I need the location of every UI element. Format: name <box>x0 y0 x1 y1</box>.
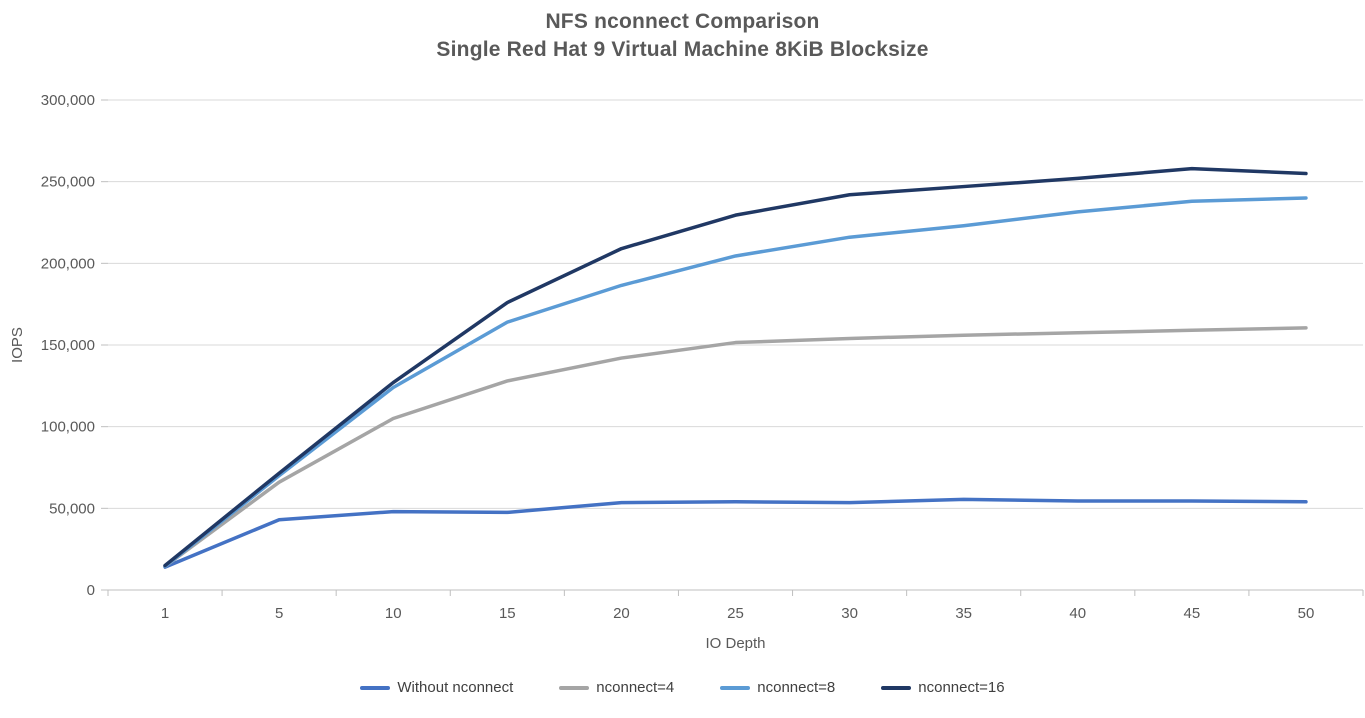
x-axis-title: IO Depth <box>705 635 765 652</box>
x-tick-label: 5 <box>275 605 283 622</box>
x-tick-label: 35 <box>955 605 972 622</box>
chart-subtitle: Single Red Hat 9 Virtual Machine 8KiB Bl… <box>436 37 929 61</box>
series-line-nconnect-16 <box>163 166 1308 568</box>
x-tick-label: 25 <box>727 605 744 622</box>
x-tick-label: 50 <box>1298 605 1315 622</box>
legend-item: nconnect=4 <box>559 679 674 696</box>
x-tick-label: 45 <box>1184 605 1201 622</box>
chart-legend: Without nconnect nconnect=4 nconnect=8 ncon… <box>0 679 1365 696</box>
legend-label: nconnect=4 <box>596 679 675 696</box>
y-tick-label: 100,000 <box>41 419 95 436</box>
chart-title-block: NFS nconnect Comparison Single Red Hat 9… <box>0 8 1365 63</box>
y-tick-label: 300,000 <box>41 92 95 109</box>
x-tick-label: 1 <box>161 605 169 622</box>
y-tick-label: 50,000 <box>49 500 95 517</box>
x-tick-label: 40 <box>1069 605 1086 622</box>
legend-label: Without nconnect <box>397 679 514 696</box>
y-tick-label: 200,000 <box>41 255 95 272</box>
y-tick-label: 150,000 <box>41 337 95 354</box>
legend-label: nconnect=16 <box>918 679 1005 696</box>
legend-line-swatch <box>720 685 751 690</box>
x-tick-label: 20 <box>613 605 630 622</box>
y-tick-label: 250,000 <box>41 174 95 191</box>
x-tick-label: 10 <box>385 605 402 622</box>
legend-line-swatch <box>881 685 912 690</box>
y-axis-title: IOPS <box>9 327 26 363</box>
legend-label: nconnect=8 <box>757 679 836 696</box>
legend-line-swatch <box>559 685 590 690</box>
x-tick-label: 30 <box>841 605 858 622</box>
y-tick-label: 0 <box>87 582 95 599</box>
legend-item: nconnect=8 <box>720 679 835 696</box>
series-line-nconnect-4 <box>163 326 1308 569</box>
series-line-without-nconnect <box>163 497 1308 569</box>
x-tick-label: 15 <box>499 605 516 622</box>
legend-item: nconnect=16 <box>881 679 1005 696</box>
series-line-nconnect-8 <box>163 196 1308 569</box>
legend-item: Without nconnect <box>360 679 513 696</box>
chart-title: NFS nconnect Comparison <box>545 10 820 33</box>
legend-line-swatch <box>360 685 391 690</box>
